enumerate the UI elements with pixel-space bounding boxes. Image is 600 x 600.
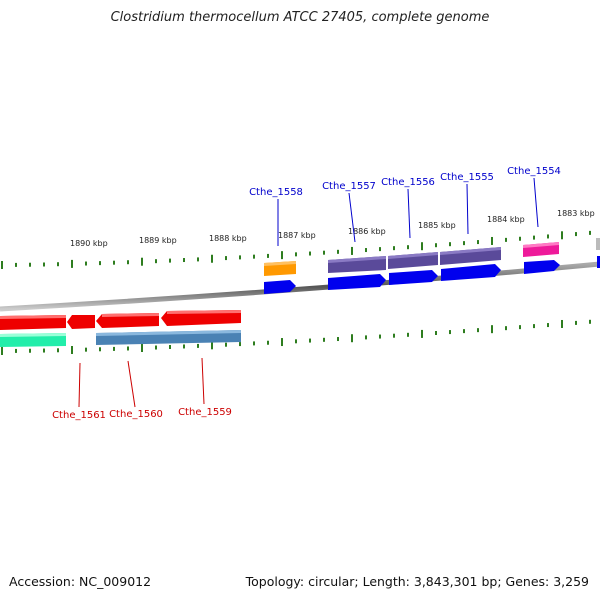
tick-label: 1890 kbp xyxy=(70,239,108,248)
reverse-cds-arrow[interactable] xyxy=(161,310,241,326)
tick-label: 1885 kbp xyxy=(418,221,456,230)
forward-cds-arrow-edge[interactable] xyxy=(597,256,600,268)
gene-leader-line xyxy=(407,188,411,239)
feature-purple-1555[interactable] xyxy=(440,247,501,265)
gene-label[interactable]: Cthe_1560 xyxy=(109,409,163,420)
outer-tick-track xyxy=(1,230,591,269)
gene-leader-line xyxy=(348,192,356,243)
forward-cds-arrow[interactable] xyxy=(328,274,386,290)
tick-label: 1889 kbp xyxy=(139,236,177,245)
gene-leader-line xyxy=(201,357,205,405)
gene-label[interactable]: Cthe_1559 xyxy=(178,407,232,418)
feature-purple-1556[interactable] xyxy=(388,252,438,269)
tick-label: 1883 kbp xyxy=(557,209,595,218)
forward-cds-arrow[interactable] xyxy=(524,260,560,274)
gene-leader-line xyxy=(78,362,81,408)
accession-text: Accession: NC_009012 xyxy=(9,574,152,589)
gene-label[interactable]: Cthe_1557 xyxy=(322,181,376,192)
tick-label: 1888 kbp xyxy=(209,234,247,243)
gene-leader-line xyxy=(127,360,136,408)
forward-cds-arrow[interactable] xyxy=(389,270,438,285)
feature-orange[interactable] xyxy=(264,261,296,276)
tick-label: 1884 kbp xyxy=(487,215,525,224)
feature-steel-blue[interactable] xyxy=(96,330,241,345)
map-title: Clostridium thermocellum ATCC 27405, com… xyxy=(110,10,490,25)
forward-cds-arrow[interactable] xyxy=(441,264,501,281)
gene-leader-line xyxy=(533,177,539,228)
feature-pink[interactable] xyxy=(523,242,559,257)
forward-cds-arrow[interactable] xyxy=(264,280,296,294)
reverse-cds-arrow[interactable] xyxy=(96,313,159,328)
inner-tick-track xyxy=(1,319,591,355)
gene-leader-line xyxy=(466,183,469,235)
feature-gray-edge[interactable] xyxy=(596,238,600,250)
gene-label[interactable]: Cthe_1561 xyxy=(52,410,106,421)
tick-label: 1886 kbp xyxy=(348,227,386,236)
gene-label[interactable]: Cthe_1554 xyxy=(507,166,561,177)
genome-summary-text: Topology: circular; Length: 3,843,301 bp… xyxy=(245,574,589,589)
gene-label[interactable]: Cthe_1558 xyxy=(249,187,303,198)
reverse-cds-arrow[interactable] xyxy=(67,315,95,329)
feature-teal[interactable] xyxy=(0,333,66,347)
gene-label[interactable]: Cthe_1555 xyxy=(440,172,494,183)
reverse-cds-arrow[interactable] xyxy=(0,315,66,330)
tick-label: 1887 kbp xyxy=(278,231,316,240)
feature-purple-1557[interactable] xyxy=(328,256,386,273)
genome-backbone xyxy=(0,261,600,312)
gene-label[interactable]: Cthe_1556 xyxy=(381,177,435,188)
